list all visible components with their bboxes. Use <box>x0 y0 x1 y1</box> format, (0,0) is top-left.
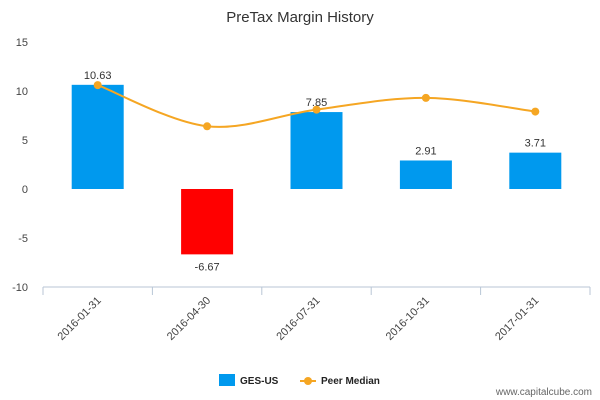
bar-data-label: 3.71 <box>525 138 546 150</box>
bar <box>181 189 234 255</box>
peer-median-line <box>93 81 540 131</box>
x-tick-label: 2016-07-31 <box>274 295 322 343</box>
legend-swatch-bar <box>219 374 235 386</box>
bar-data-label: -6.67 <box>195 261 220 273</box>
legend-label-bar: GES-US <box>240 376 279 387</box>
bar-data-label: 7.85 <box>306 97 327 109</box>
bars <box>71 84 562 255</box>
y-tick-label: 10 <box>16 86 28 98</box>
bar-data-label: 10.63 <box>84 70 112 82</box>
legend: GES-US Peer Median <box>219 374 380 387</box>
legend-swatch-point <box>304 377 312 385</box>
y-tick-label: 0 <box>22 184 28 196</box>
peer-median-point <box>312 105 321 114</box>
bar <box>399 160 452 189</box>
legend-label-line: Peer Median <box>321 376 380 387</box>
bar <box>509 152 562 189</box>
chart-title: PreTax Margin History <box>226 9 374 26</box>
x-tick-label: 2016-10-31 <box>384 295 432 343</box>
bar-data-label: 2.91 <box>415 145 436 157</box>
y-tick-label: 5 <box>22 135 28 147</box>
x-tick-label: 2016-01-31 <box>56 295 104 343</box>
y-tick-label: 15 <box>16 37 28 49</box>
x-tick-label: 2016-04-30 <box>165 295 213 343</box>
peer-median-point <box>203 122 212 131</box>
bar <box>290 112 343 189</box>
footer-text: www.capitalcube.com <box>495 387 592 398</box>
bar <box>71 84 124 189</box>
y-tick-label: -5 <box>18 233 28 245</box>
peer-median-point <box>531 107 540 116</box>
peer-median-point <box>421 93 430 102</box>
peer-median-point <box>93 81 102 90</box>
data-labels: 10.63 -6.67 7.85 2.91 3.71 <box>84 70 546 274</box>
y-tick-label: -10 <box>12 282 28 294</box>
x-tick-label: 2017-01-31 <box>493 295 541 343</box>
